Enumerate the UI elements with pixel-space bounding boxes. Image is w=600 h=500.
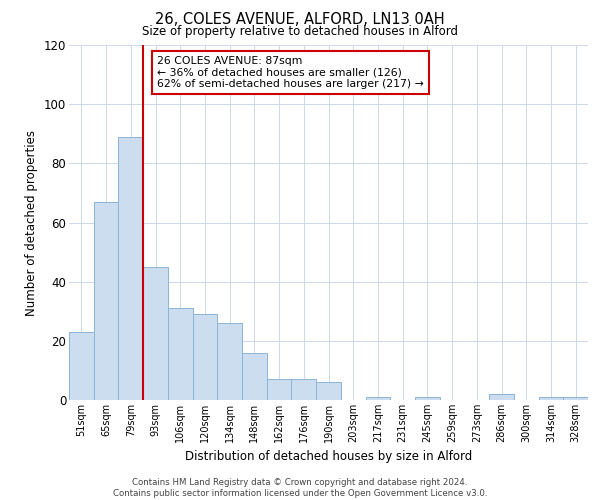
Bar <box>539 397 563 400</box>
Bar <box>365 397 390 400</box>
Text: 26 COLES AVENUE: 87sqm
← 36% of detached houses are smaller (126)
62% of semi-de: 26 COLES AVENUE: 87sqm ← 36% of detached… <box>157 56 424 89</box>
Bar <box>415 397 440 400</box>
Bar <box>217 323 242 400</box>
Bar <box>143 267 168 400</box>
Bar <box>489 394 514 400</box>
Bar <box>563 397 588 400</box>
Bar <box>292 380 316 400</box>
Bar <box>118 136 143 400</box>
Bar <box>168 308 193 400</box>
Bar <box>193 314 217 400</box>
Bar <box>94 202 118 400</box>
Bar <box>267 380 292 400</box>
Bar <box>316 382 341 400</box>
Text: Contains HM Land Registry data © Crown copyright and database right 2024.
Contai: Contains HM Land Registry data © Crown c… <box>113 478 487 498</box>
Bar <box>69 332 94 400</box>
Text: 26, COLES AVENUE, ALFORD, LN13 0AH: 26, COLES AVENUE, ALFORD, LN13 0AH <box>155 12 445 28</box>
Bar <box>242 352 267 400</box>
Y-axis label: Number of detached properties: Number of detached properties <box>25 130 38 316</box>
Text: Size of property relative to detached houses in Alford: Size of property relative to detached ho… <box>142 25 458 38</box>
X-axis label: Distribution of detached houses by size in Alford: Distribution of detached houses by size … <box>185 450 472 464</box>
